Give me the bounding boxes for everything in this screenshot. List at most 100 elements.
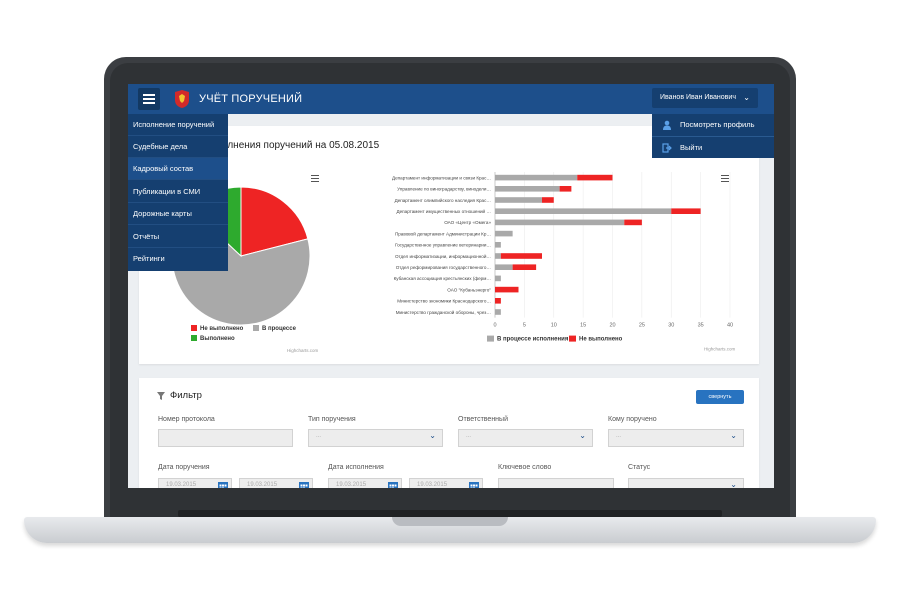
app-screen: УЧЁТ ПОРУЧЕНИЙ Иванов Иван Иванович ⌄ ..… — [128, 84, 774, 488]
filter-panel: Фильтр свернуть Номер протокола Тип пору… — [139, 378, 759, 488]
bar-segment — [495, 242, 501, 248]
bar-segment — [577, 174, 613, 181]
due-date-to-input[interactable]: 19.03.2015 — [409, 478, 483, 488]
status-label: Статус — [628, 464, 651, 471]
assigned-to-select[interactable]: ... ⌄ — [608, 429, 744, 447]
y-tick-label: Управление по виноградарству, винодели… — [397, 187, 491, 192]
order-date-to-input[interactable]: 19.03.2015 — [239, 478, 313, 488]
x-tick-label: 0 — [493, 323, 496, 329]
responsible-label: Ответственный — [458, 416, 508, 423]
bar-segment — [495, 264, 513, 270]
pie-slice — [240, 186, 309, 257]
user-account-button[interactable]: Иванов Иван Иванович ⌄ — [652, 88, 758, 108]
assigned-to-label: Кому поручено — [608, 416, 657, 423]
chevron-down-icon: ⌄ — [743, 93, 750, 102]
sidebar-item-orders[interactable]: Исполнение поручений — [128, 114, 228, 136]
due-date-label: Дата исполнения — [328, 464, 384, 471]
y-tick-label: Отдел реформирования государственного… — [396, 265, 491, 270]
bar-segment — [495, 309, 501, 315]
menu-divider — [652, 136, 774, 137]
user-name: Иванов Иван Иванович — [660, 94, 736, 101]
chart-credit: Highcharts.com — [287, 348, 319, 353]
bar-segment — [495, 275, 501, 282]
y-tick-label: Министерство гражданской обороны, чрез… — [396, 309, 491, 315]
calendar-icon[interactable] — [299, 481, 309, 488]
chart-credit: Highcharts.com — [704, 347, 736, 352]
x-tick-label: 35 — [698, 323, 704, 329]
calendar-icon[interactable] — [388, 481, 398, 488]
chart-menu-icon[interactable] — [311, 175, 319, 183]
y-tick-label: Департамент имущественных отношений … — [397, 208, 491, 214]
order-date-from-value: 19.03.2015 — [166, 482, 197, 488]
legend-label: В процессе исполнения — [497, 337, 569, 343]
x-tick-label: 10 — [551, 323, 557, 329]
bar-segment — [542, 197, 554, 203]
app-title: УЧЁТ ПОРУЧЕНИЙ — [199, 93, 303, 105]
chevron-down-icon: ⌄ — [579, 431, 586, 440]
order-type-value: ... — [316, 433, 322, 439]
keyword-input[interactable] — [498, 478, 614, 488]
legend-swatch — [191, 335, 197, 341]
sidebar-item-staff[interactable]: Кадровый состав — [128, 158, 228, 180]
bar-segment — [495, 219, 625, 226]
due-date-from-value: 19.03.2015 — [336, 482, 367, 488]
hamburger-menu-button[interactable] — [138, 88, 160, 110]
bar-segment — [495, 230, 513, 237]
x-tick-label: 30 — [668, 323, 674, 329]
legend-swatch — [487, 335, 494, 342]
y-tick-label: Государственное управление ветеринарии… — [395, 243, 491, 248]
sidebar-item-roadmaps[interactable]: Дорожные карты — [128, 203, 228, 225]
y-tick-label: Департамент олимпийского наследия Крас… — [395, 197, 491, 203]
legend-swatch — [191, 325, 197, 331]
y-tick-label: Департамент информатизации и связи Крас… — [392, 175, 491, 180]
legend-label: Не выполнено — [579, 337, 623, 343]
bar-segment — [500, 253, 542, 259]
filter-title: Фильтр — [170, 390, 202, 401]
status-select[interactable]: ⌄ — [628, 478, 744, 488]
bar-chart: 0 5 10 15 20 25 30 35 40 Департамент информатизац… — [392, 172, 736, 352]
responsible-select[interactable]: ... ⌄ — [458, 429, 593, 447]
legend-swatch — [253, 325, 259, 331]
calendar-icon[interactable] — [469, 481, 479, 488]
keyword-label: Ключевое слово — [498, 464, 552, 471]
legend-label: Не выполнено — [200, 326, 244, 332]
chart-menu-icon[interactable] — [721, 175, 729, 183]
user-icon — [663, 120, 671, 130]
stats-panel: ...лнения поручений на 05.08.2015 Не вып… — [139, 126, 759, 364]
y-tick-label: ОАО «Центр «Омега» — [444, 220, 491, 225]
calendar-icon[interactable] — [218, 481, 228, 488]
due-date-to-value: 19.03.2015 — [417, 482, 448, 488]
protocol-number-input[interactable] — [158, 429, 293, 447]
x-tick-label: 20 — [609, 323, 615, 329]
due-date-from-input[interactable]: 19.03.2015 — [328, 478, 402, 488]
sidebar-item-court-cases[interactable]: Судебные дела — [128, 136, 228, 158]
panel-title: ...лнения поручений на 05.08.2015 — [219, 140, 380, 151]
top-bar: УЧЁТ ПОРУЧЕНИЙ Иванов Иван Иванович ⌄ — [128, 84, 774, 114]
collapse-button[interactable]: свернуть — [696, 390, 744, 404]
laptop-notch — [392, 517, 508, 526]
view-profile-menu-item[interactable]: Посмотреть профиль — [652, 114, 774, 136]
bar-segment — [495, 186, 560, 192]
bar-segment — [624, 219, 642, 226]
y-tick-label: Министерство экономики Краснодарского… — [397, 299, 491, 304]
order-date-label: Дата поручения — [158, 464, 210, 471]
order-date-to-value: 19.03.2015 — [247, 482, 278, 488]
filter-icon — [157, 392, 165, 400]
assigned-to-value: ... — [616, 433, 622, 439]
logout-menu-item[interactable]: Выйти — [652, 137, 774, 159]
legend-swatch — [569, 335, 576, 342]
bar-segment — [495, 286, 519, 293]
x-tick-label: 25 — [639, 323, 645, 329]
legend-label: Выполнено — [200, 336, 235, 342]
order-type-select[interactable]: ... ⌄ — [308, 429, 443, 447]
sidebar-item-media[interactable]: Публикации в СМИ — [128, 181, 228, 203]
legend-label: В процессе — [262, 326, 297, 332]
x-tick-label: 15 — [580, 323, 586, 329]
sidebar-item-reports[interactable]: Отчёты — [128, 226, 228, 248]
y-tick-label: Правовой департамент Администрации Кр… — [395, 230, 491, 236]
order-date-from-input[interactable]: 19.03.2015 — [158, 478, 232, 488]
bar-segment — [495, 174, 578, 181]
chevron-down-icon: ⌄ — [730, 480, 737, 488]
user-dropdown-menu: Посмотреть профиль Выйти — [652, 114, 774, 158]
sidebar-item-ratings[interactable]: Рейтинги — [133, 254, 165, 263]
